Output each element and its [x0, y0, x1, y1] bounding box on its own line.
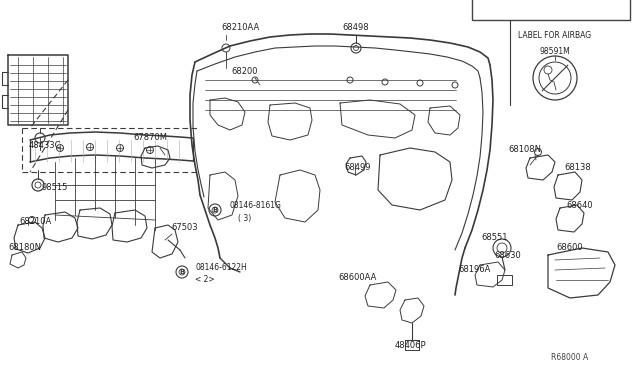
Text: ( 3): ( 3): [238, 214, 252, 222]
Text: 68551: 68551: [482, 234, 508, 243]
Text: 68200: 68200: [232, 67, 259, 77]
Text: 67503: 67503: [172, 224, 198, 232]
Text: 48433C: 48433C: [29, 141, 61, 150]
Text: < 2>: < 2>: [195, 276, 214, 285]
Text: 08146-8161G: 08146-8161G: [230, 201, 282, 209]
Text: 68498: 68498: [342, 23, 369, 32]
Text: B: B: [212, 207, 218, 213]
Text: 68630: 68630: [495, 250, 522, 260]
Text: 98591M: 98591M: [540, 48, 570, 57]
Text: 68138: 68138: [564, 164, 591, 173]
Bar: [497, 275, 512, 285]
Bar: [472, 0, 630, 20]
Text: LABEL FOR AIRBAG: LABEL FOR AIRBAG: [518, 31, 591, 39]
Text: 67870M: 67870M: [133, 134, 167, 142]
Text: 48406P: 48406P: [394, 340, 426, 350]
Text: 68180N: 68180N: [8, 244, 42, 253]
Text: 68600: 68600: [557, 244, 583, 253]
Text: 98515: 98515: [42, 183, 68, 192]
Text: 68210AA: 68210AA: [221, 23, 259, 32]
Text: R68000 A: R68000 A: [552, 353, 589, 362]
Text: 68600AA: 68600AA: [339, 273, 377, 282]
Text: 68499: 68499: [345, 164, 371, 173]
Text: 08146-6122H: 08146-6122H: [195, 263, 247, 273]
Text: 68640: 68640: [566, 201, 593, 209]
Text: B: B: [179, 269, 184, 275]
Text: 68196A: 68196A: [459, 266, 491, 275]
Text: 68108N: 68108N: [509, 145, 541, 154]
Text: 68210A: 68210A: [19, 218, 51, 227]
